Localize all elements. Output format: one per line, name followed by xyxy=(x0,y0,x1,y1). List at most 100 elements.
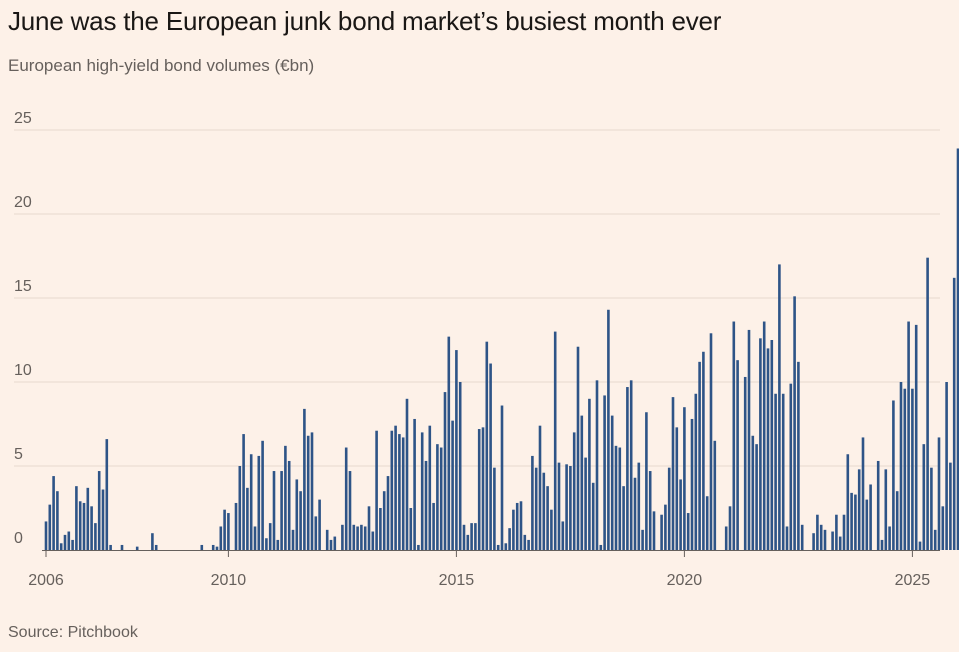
bar xyxy=(265,538,268,550)
bar xyxy=(394,425,397,550)
bar xyxy=(90,506,93,550)
bar xyxy=(341,524,344,550)
bar xyxy=(344,447,348,550)
bar xyxy=(44,521,48,550)
bar xyxy=(622,486,625,550)
bar xyxy=(295,479,299,550)
chart-title: June was the European junk bond market’s… xyxy=(8,6,722,36)
bar xyxy=(907,321,910,550)
bar xyxy=(523,534,527,550)
bar xyxy=(572,432,576,550)
bar xyxy=(713,440,717,550)
bar xyxy=(667,467,671,550)
bar xyxy=(75,486,78,550)
bar xyxy=(238,466,242,550)
bar xyxy=(781,393,785,550)
bar xyxy=(287,460,291,550)
bar xyxy=(227,513,230,550)
bar xyxy=(819,524,823,550)
bar xyxy=(470,523,473,550)
bar xyxy=(565,464,568,550)
bar xyxy=(869,484,872,550)
bar xyxy=(812,533,815,550)
bar xyxy=(386,476,390,550)
bar xyxy=(447,336,451,550)
bar xyxy=(211,544,215,550)
bar xyxy=(911,388,914,550)
bar xyxy=(880,539,884,550)
bar xyxy=(432,502,435,550)
bar xyxy=(933,529,937,550)
bar xyxy=(101,489,105,550)
bar xyxy=(200,544,204,550)
bar xyxy=(219,526,223,550)
bar xyxy=(303,408,306,550)
bar xyxy=(793,296,796,550)
bar xyxy=(846,454,850,550)
bar xyxy=(56,491,59,550)
bar xyxy=(770,340,774,550)
bars xyxy=(44,148,959,551)
bar xyxy=(736,360,739,550)
bar xyxy=(926,257,929,550)
bar xyxy=(318,499,321,550)
bar xyxy=(382,491,386,550)
bar xyxy=(405,398,409,550)
bar xyxy=(474,523,477,550)
bar xyxy=(515,502,519,550)
y-tick-label: 0 xyxy=(14,530,23,547)
bar xyxy=(949,462,952,550)
x-tick-label: 2006 xyxy=(28,572,64,589)
bar xyxy=(857,469,861,550)
bar xyxy=(800,524,804,550)
bar xyxy=(413,418,416,550)
bar xyxy=(690,418,694,550)
bar xyxy=(553,331,557,550)
bar xyxy=(504,543,508,550)
bar xyxy=(280,471,283,550)
bar xyxy=(637,462,641,550)
bar xyxy=(599,544,603,550)
bar xyxy=(439,447,443,550)
bar xyxy=(854,494,857,550)
bar xyxy=(261,440,264,550)
bar xyxy=(242,434,245,550)
bar xyxy=(451,420,454,550)
bar xyxy=(272,471,276,550)
bar xyxy=(918,541,922,550)
bar xyxy=(835,514,838,550)
bar xyxy=(892,400,895,550)
bar xyxy=(496,544,500,550)
bar xyxy=(325,529,329,550)
bar xyxy=(508,528,511,550)
bar xyxy=(743,376,747,550)
bar xyxy=(888,526,891,550)
bar xyxy=(489,363,492,550)
bar xyxy=(97,471,101,550)
bar xyxy=(561,521,565,550)
bar xyxy=(789,383,793,550)
bar xyxy=(424,460,428,550)
bar xyxy=(952,277,956,550)
bar xyxy=(626,387,629,550)
y-tick-label: 5 xyxy=(14,446,23,463)
bar xyxy=(375,430,378,550)
y-tick-label: 25 xyxy=(14,110,32,127)
bar xyxy=(766,348,770,550)
bar xyxy=(557,462,561,550)
bar xyxy=(512,509,515,550)
bar xyxy=(728,506,732,550)
bar xyxy=(956,148,959,551)
bar xyxy=(550,509,553,550)
bar xyxy=(861,437,865,550)
bar xyxy=(329,539,333,550)
bar xyxy=(645,412,648,550)
bar xyxy=(246,487,249,550)
bar xyxy=(105,439,109,550)
bar xyxy=(215,546,219,550)
bar xyxy=(774,393,777,550)
bar xyxy=(443,392,447,550)
bar xyxy=(420,432,424,550)
y-axis-labels: 0 5 10 15 20 25 xyxy=(14,110,32,547)
